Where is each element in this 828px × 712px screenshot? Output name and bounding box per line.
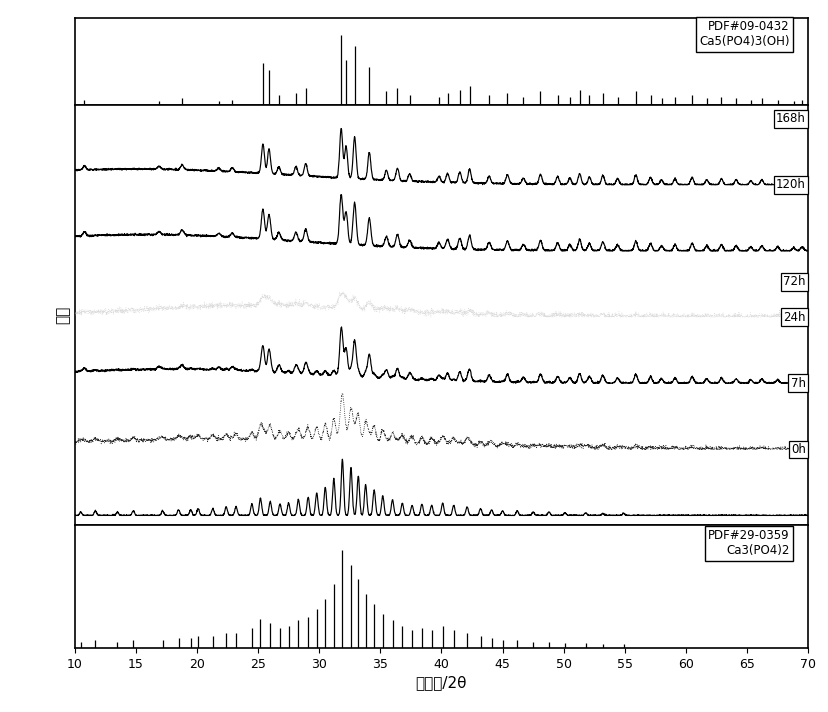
Text: 168h: 168h bbox=[775, 112, 805, 125]
X-axis label: 衍射角/2θ: 衍射角/2θ bbox=[415, 675, 467, 690]
Text: 72h: 72h bbox=[782, 276, 805, 288]
Text: 120h: 120h bbox=[775, 178, 805, 192]
Text: 7h: 7h bbox=[790, 377, 805, 389]
Text: PDF#29-0359
Ca3(PO4)2: PDF#29-0359 Ca3(PO4)2 bbox=[707, 529, 789, 557]
Text: 0h: 0h bbox=[790, 443, 805, 456]
Text: PDF#09-0432
Ca5(PO4)3(OH): PDF#09-0432 Ca5(PO4)3(OH) bbox=[699, 21, 789, 48]
Text: 24h: 24h bbox=[782, 310, 805, 324]
Y-axis label: 强度: 强度 bbox=[55, 306, 70, 325]
